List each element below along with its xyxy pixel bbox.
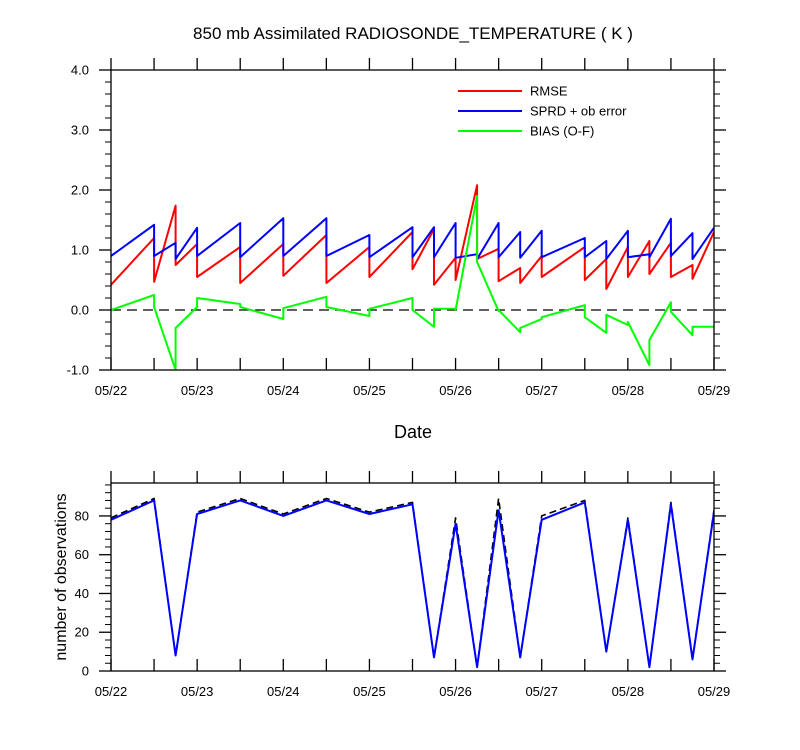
top-chart-panel: 850 mb Assimilated RADIOSONDE_TEMPERATUR… [67,24,731,442]
x-tick-label: 05/25 [353,684,386,699]
legend-label: BIAS (O-F) [530,124,594,139]
x-tick-label: 05/24 [267,684,300,699]
x-tick-label: 05/28 [612,684,645,699]
y-axis-label: number of observations [53,493,70,660]
series-line-assimilated [111,499,714,669]
legend-label: SPRD + ob error [530,104,627,119]
x-tick-label: 05/27 [525,383,558,398]
x-tick-label: 05/29 [698,684,731,699]
bottom-chart-panel: 05/22 05/23 05/24 05/25 05/26 05/27 05/28 05/29… [53,471,730,699]
x-tick-label: 05/22 [95,684,128,699]
x-tick-label: 05/28 [612,383,645,398]
x-axis-label: Date [394,422,432,442]
x-tick-label: 05/26 [439,684,472,699]
x-tick-label: 05/29 [698,383,731,398]
y-tick-label: 2.0 [71,183,89,198]
x-tick-label: 05/25 [353,383,386,398]
y-tick-label: 0.0 [71,303,89,318]
x-tick-label: 05/27 [525,684,558,699]
y-tick-label: 60 [75,547,89,562]
x-tick-label: 05/22 [95,383,128,398]
y-tick-label: 1.0 [71,243,89,258]
legend: RMSE SPRD + ob error BIAS (O-F) [458,84,627,139]
y-tick-label: 4.0 [71,63,89,78]
x-tick-label: 05/23 [181,684,214,699]
y-tick-label: 20 [75,625,89,640]
x-tick-label: 05/23 [181,383,214,398]
legend-label: RMSE [530,84,568,99]
series-line-bias-o-f [111,195,714,370]
y-tick-label: -1.0 [67,363,89,378]
y-tick-label: 40 [75,586,89,601]
series-line-rmse [111,184,714,290]
y-tick-label: 0 [82,664,89,679]
x-tick-label: 05/26 [439,383,472,398]
x-tick-label: 05/24 [267,383,300,398]
chart-title: 850 mb Assimilated RADIOSONDE_TEMPERATUR… [193,24,633,43]
y-tick-label: 80 [75,508,89,523]
y-tick-label: 3.0 [71,123,89,138]
